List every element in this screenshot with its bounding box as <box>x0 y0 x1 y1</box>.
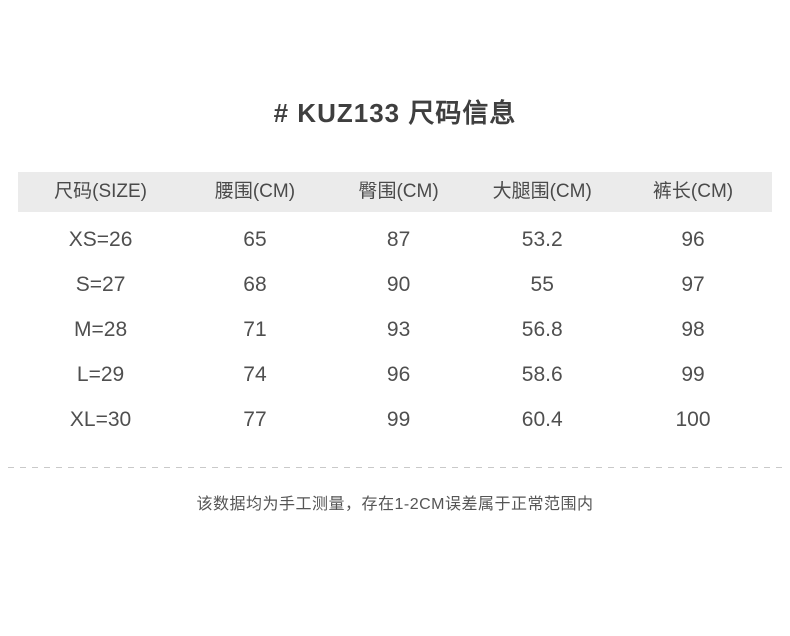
header-cell: 裤长(CM) <box>652 181 734 202</box>
table-row: M=28 71 93 56.8 98 <box>18 307 772 352</box>
page-title: # KUZ133 尺码信息 <box>273 98 517 128</box>
table-cell: 65 <box>243 227 267 251</box>
header-cell: 臀围(CM) <box>358 181 439 202</box>
table-row: L=29 74 96 58.6 99 <box>18 352 772 397</box>
table-cell: 96 <box>681 227 705 251</box>
table-cell: 77 <box>243 407 267 431</box>
table-cell: S=27 <box>75 272 126 296</box>
size-table: 尺码(SIZE) 腰围(CM) 臀围(CM) 大腿围(CM) 裤长(CM) XS=26 6… <box>18 172 772 442</box>
table-cell: 56.8 <box>521 317 563 341</box>
size-table-header-row: 尺码(SIZE) 腰围(CM) 臀围(CM) 大腿围(CM) 裤长(CM) <box>18 172 772 212</box>
table-cell: 90 <box>386 272 411 296</box>
table-cell: M=28 <box>74 317 128 341</box>
table-cell: XL=30 <box>69 407 132 431</box>
size-table-body: XS=26 65 87 53.2 96 S=27 68 90 55 97 M=28 71 93 56.8 9… <box>18 212 772 442</box>
table-cell: 93 <box>386 317 411 341</box>
table-cell: 100 <box>675 407 711 431</box>
table-cell: 58.6 <box>521 362 563 386</box>
table-cell: 71 <box>243 317 267 341</box>
table-cell: 97 <box>681 272 705 296</box>
table-cell: 74 <box>243 362 267 386</box>
table-cell: 99 <box>386 407 411 431</box>
table-cell: 55 <box>530 272 554 296</box>
dashed-divider <box>8 467 782 468</box>
table-row: S=27 68 90 55 97 <box>18 262 772 307</box>
table-cell: 96 <box>386 362 411 386</box>
table-cell: 68 <box>243 272 267 296</box>
header-cell: 尺码(SIZE) <box>54 181 148 202</box>
table-cell: L=29 <box>76 362 125 386</box>
table-cell: 60.4 <box>521 407 563 431</box>
table-cell: 87 <box>386 227 411 251</box>
header-cell: 大腿围(CM) <box>492 181 592 202</box>
table-cell: 98 <box>681 317 705 341</box>
table-cell: XS=26 <box>68 227 133 251</box>
header-cell: 腰围(CM) <box>214 181 296 202</box>
table-row: XL=30 77 99 60.4 100 <box>18 397 772 442</box>
table-cell: 99 <box>681 362 705 386</box>
measurement-note: 该数据均为手工测量，存在1-2CM误差属于正常范围内 <box>196 496 594 513</box>
table-row: XS=26 65 87 53.2 96 <box>18 217 772 262</box>
table-cell: 53.2 <box>521 227 563 251</box>
